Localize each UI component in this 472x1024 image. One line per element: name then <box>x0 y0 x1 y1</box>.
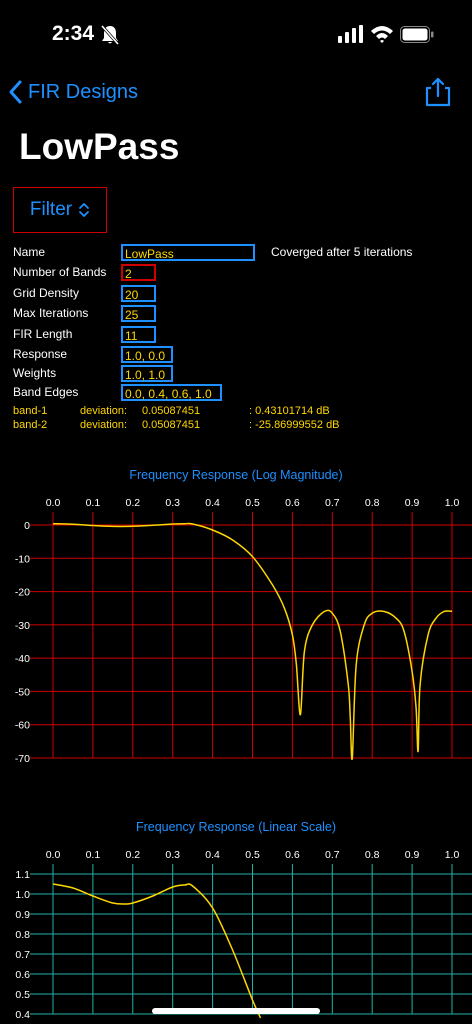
chevron-up-down-icon <box>79 203 90 217</box>
x-tick-label: 0.5 <box>245 849 260 861</box>
band-name: band-2 <box>13 419 48 431</box>
x-tick-label: 0.1 <box>86 497 101 509</box>
band-db: : 0.43101714 dB <box>249 405 330 417</box>
linear-scale-chart: 0.0 0.1 0.2 0.3 0.4 0.5 0.6 0.7 0.8 0.9 1.0 1.1 1.0 0… <box>15 849 472 1021</box>
x-tick-label: 0.7 <box>325 497 340 509</box>
x-tick-label: 0.7 <box>325 849 340 861</box>
back-label: FIR Designs <box>28 80 139 103</box>
x-tick-label: 0.9 <box>405 497 420 509</box>
log-chart-title: Frequency Response (Log Magnitude) <box>129 468 343 482</box>
y-tick-label: -20 <box>15 587 30 599</box>
band-deviation-label: deviation: <box>80 405 128 417</box>
field-label: Response <box>13 347 68 361</box>
response-curve <box>52 522 453 761</box>
field-input[interactable]: 1.0, 1.0 <box>121 365 173 382</box>
log-magnitude-chart: 0.0 0.1 0.2 0.3 0.4 0.5 0.6 0.7 0.8 0.9 1.0 0 -10 -20… <box>15 497 472 765</box>
y-tick-label: -40 <box>15 653 30 665</box>
field-label: Name <box>13 245 46 259</box>
band-name: band-1 <box>13 405 48 417</box>
field-input[interactable]: 2 <box>121 264 156 281</box>
field-label: Grid Density <box>13 286 80 300</box>
band-deviation: 0.05087451 <box>142 419 201 431</box>
y-tick-label: -70 <box>15 753 30 765</box>
y-tick-label: -60 <box>15 720 30 732</box>
converged-status: Coverged after 5 iterations <box>271 245 413 259</box>
field-input[interactable]: 20 <box>121 285 156 302</box>
x-tick-label: 0.6 <box>285 849 300 861</box>
y-tick-label: 1.0 <box>15 889 30 901</box>
page-title: LowPass <box>19 126 180 167</box>
x-tick-label: 0.0 <box>46 849 61 861</box>
x-tick-label: 0.9 <box>405 849 420 861</box>
y-tick-label: 0.7 <box>15 949 30 961</box>
y-tick-label: 0.4 <box>15 1009 30 1021</box>
y-tick-label: 0.5 <box>15 989 30 1001</box>
band-deviation-label: deviation: <box>80 419 128 431</box>
x-tick-label: 1.0 <box>445 849 460 861</box>
field-label: FIR Length <box>13 327 73 341</box>
status-bar: 2:34 <box>0 0 472 64</box>
y-tick-label: 0 <box>24 520 30 532</box>
x-tick-label: 0.3 <box>165 849 180 861</box>
y-tick-label: -50 <box>15 686 30 698</box>
x-tick-label: 0.8 <box>365 849 380 861</box>
x-tick-label: 0.6 <box>285 497 300 509</box>
chevron-left-icon <box>9 80 22 104</box>
response-curve <box>52 883 262 1019</box>
y-tick-label: 0.9 <box>15 909 30 921</box>
field-label: Number of Bands <box>13 265 107 279</box>
back-button[interactable]: FIR Designs <box>8 76 138 108</box>
field-input[interactable]: 0.0, 0.4, 0.6, 1.0 <box>121 384 222 401</box>
status-time: 2:34 <box>52 22 95 45</box>
x-tick-label: 0.3 <box>165 497 180 509</box>
y-tick-label: -30 <box>15 620 30 632</box>
field-input[interactable]: 1.0, 0.0 <box>121 346 173 363</box>
x-tick-label: 0.2 <box>125 849 140 861</box>
y-tick-label: 0.8 <box>15 929 30 941</box>
field-input[interactable]: LowPass <box>121 244 255 261</box>
field-input[interactable]: 25 <box>121 305 156 322</box>
field-label: Max Iterations <box>13 306 89 320</box>
home-indicator <box>152 1008 320 1014</box>
x-tick-label: 0.5 <box>245 497 260 509</box>
field-label: Band Edges <box>13 385 79 399</box>
battery-icon <box>400 26 434 43</box>
cellular-signal-icon <box>338 25 363 43</box>
x-tick-label: 0.4 <box>205 497 220 509</box>
filter-menu-button[interactable]: Filter <box>13 187 107 233</box>
x-tick-label: 0.8 <box>365 497 380 509</box>
y-tick-label: -10 <box>15 553 30 565</box>
y-tick-label: 1.1 <box>15 869 30 881</box>
x-tick-label: 0.0 <box>46 497 61 509</box>
field-input[interactable]: 11 <box>121 326 156 343</box>
bell-slash-icon <box>100 25 120 45</box>
share-icon[interactable] <box>424 76 452 108</box>
x-tick-label: 0.4 <box>205 849 220 861</box>
filter-label: Filter <box>29 199 73 220</box>
x-tick-label: 0.2 <box>125 497 140 509</box>
field-label: Weights <box>13 366 57 380</box>
linear-chart-title: Frequency Response (Linear Scale) <box>135 820 337 834</box>
band-deviation: 0.05087451 <box>142 405 201 417</box>
x-tick-label: 1.0 <box>445 497 460 509</box>
x-tick-label: 0.1 <box>86 849 101 861</box>
band-db: : -25.86999552 dB <box>249 419 340 431</box>
wifi-icon <box>371 26 393 43</box>
y-tick-label: 0.6 <box>15 969 30 981</box>
